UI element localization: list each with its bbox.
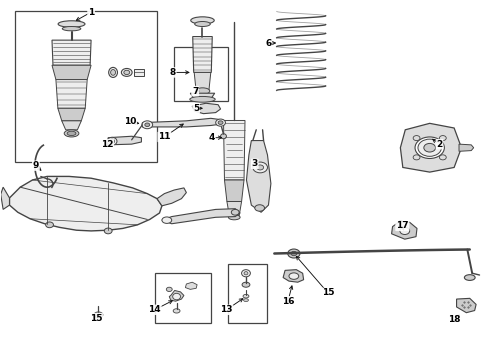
Polygon shape — [58, 108, 85, 121]
Polygon shape — [0, 187, 9, 210]
Bar — [228, 264, 267, 323]
Bar — [134, 69, 145, 76]
Ellipse shape — [172, 293, 180, 300]
Polygon shape — [190, 93, 215, 98]
Text: 12: 12 — [101, 140, 114, 149]
Ellipse shape — [162, 217, 172, 224]
Ellipse shape — [257, 165, 264, 170]
Text: 18: 18 — [448, 315, 461, 324]
Text: 7: 7 — [192, 86, 198, 95]
Polygon shape — [169, 291, 184, 301]
Text: 10: 10 — [124, 117, 136, 126]
Ellipse shape — [216, 119, 225, 126]
Polygon shape — [162, 209, 240, 224]
Ellipse shape — [418, 139, 441, 156]
Bar — [155, 273, 211, 323]
Ellipse shape — [122, 68, 132, 76]
Ellipse shape — [173, 309, 180, 313]
Ellipse shape — [413, 136, 420, 141]
Ellipse shape — [109, 67, 118, 77]
Ellipse shape — [288, 249, 300, 258]
Polygon shape — [62, 121, 81, 130]
Polygon shape — [157, 188, 186, 206]
Ellipse shape — [195, 88, 210, 94]
Ellipse shape — [415, 137, 444, 158]
Ellipse shape — [242, 270, 250, 277]
Polygon shape — [52, 65, 91, 80]
Polygon shape — [143, 118, 221, 127]
Polygon shape — [457, 298, 476, 313]
Ellipse shape — [166, 287, 172, 292]
Ellipse shape — [110, 139, 115, 143]
Text: 5: 5 — [193, 104, 199, 113]
Ellipse shape — [440, 155, 446, 160]
Ellipse shape — [142, 121, 153, 129]
Text: 15: 15 — [322, 288, 334, 297]
Text: 2: 2 — [436, 140, 442, 149]
Text: 1: 1 — [88, 8, 94, 17]
Polygon shape — [246, 140, 271, 212]
Ellipse shape — [111, 69, 116, 75]
Ellipse shape — [465, 275, 475, 280]
Ellipse shape — [255, 205, 265, 211]
Ellipse shape — [291, 251, 297, 256]
Polygon shape — [283, 270, 304, 282]
Ellipse shape — [440, 136, 446, 141]
Ellipse shape — [253, 162, 268, 173]
Ellipse shape — [104, 228, 112, 234]
Bar — [15, 12, 157, 162]
Ellipse shape — [190, 96, 215, 102]
Ellipse shape — [195, 22, 210, 27]
Ellipse shape — [67, 131, 76, 135]
Ellipse shape — [62, 27, 81, 31]
Polygon shape — [400, 123, 462, 172]
Ellipse shape — [243, 294, 249, 298]
Ellipse shape — [64, 130, 79, 137]
Text: 16: 16 — [282, 297, 294, 306]
Ellipse shape — [58, 21, 85, 27]
Ellipse shape — [231, 210, 239, 215]
Text: 13: 13 — [220, 305, 233, 314]
Text: 4: 4 — [209, 133, 215, 142]
Ellipse shape — [107, 137, 117, 145]
Polygon shape — [224, 180, 244, 202]
Bar — [174, 47, 228, 101]
Polygon shape — [392, 221, 417, 239]
Polygon shape — [107, 136, 142, 145]
Text: 17: 17 — [396, 221, 409, 230]
Text: 14: 14 — [148, 305, 161, 314]
Polygon shape — [227, 202, 242, 216]
Polygon shape — [193, 37, 212, 72]
Ellipse shape — [228, 215, 240, 220]
Ellipse shape — [244, 299, 248, 302]
Ellipse shape — [124, 70, 130, 75]
Polygon shape — [194, 72, 211, 91]
Polygon shape — [223, 121, 245, 180]
Ellipse shape — [413, 155, 420, 160]
Polygon shape — [459, 144, 474, 151]
Ellipse shape — [400, 227, 410, 234]
Ellipse shape — [94, 312, 103, 318]
Ellipse shape — [424, 143, 436, 152]
Polygon shape — [9, 176, 162, 231]
Ellipse shape — [220, 134, 226, 139]
Ellipse shape — [242, 282, 250, 287]
Ellipse shape — [46, 222, 53, 228]
Ellipse shape — [244, 272, 248, 275]
Polygon shape — [56, 80, 87, 108]
Text: 8: 8 — [170, 68, 176, 77]
Text: 3: 3 — [252, 159, 258, 168]
Polygon shape — [52, 40, 91, 65]
Ellipse shape — [218, 121, 223, 125]
Polygon shape — [192, 103, 220, 114]
Polygon shape — [185, 282, 197, 289]
Ellipse shape — [145, 123, 150, 127]
Text: 15: 15 — [90, 314, 102, 323]
Ellipse shape — [191, 17, 214, 24]
Text: 11: 11 — [158, 132, 171, 141]
Text: 9: 9 — [33, 161, 39, 170]
Text: 6: 6 — [265, 39, 271, 48]
Ellipse shape — [289, 273, 299, 279]
